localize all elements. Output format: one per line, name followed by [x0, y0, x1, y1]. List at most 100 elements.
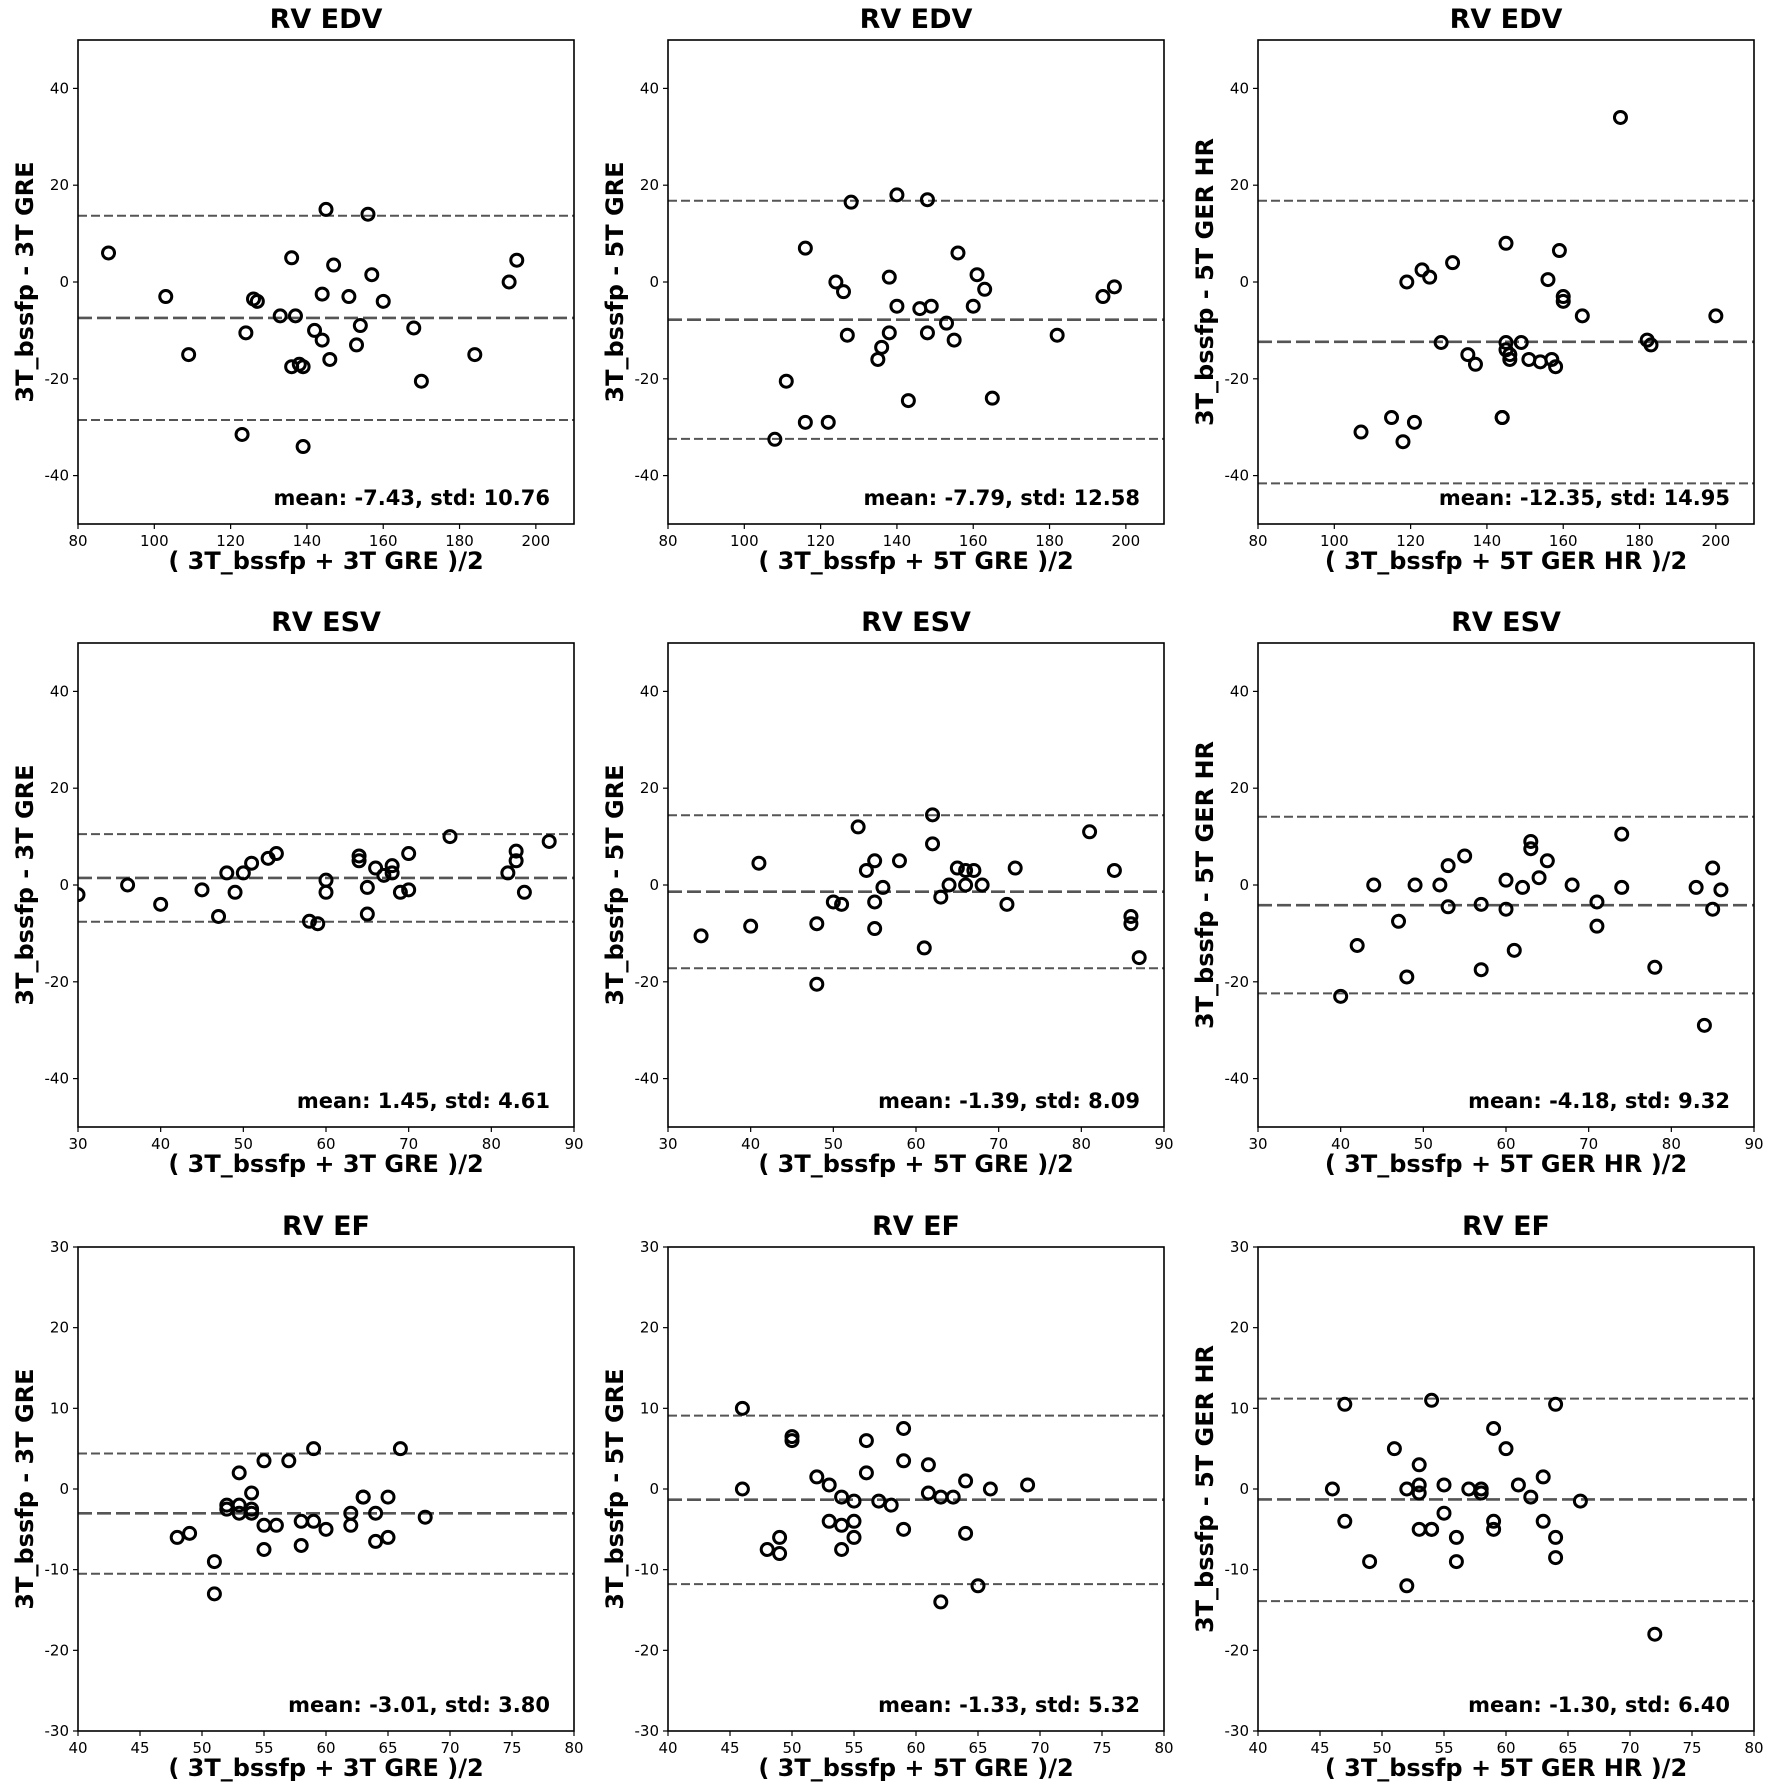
y-tick-label: -10 — [1225, 1561, 1250, 1579]
data-point — [1349, 938, 1365, 953]
data-point — [206, 1554, 222, 1570]
x-tick-label: 80 — [1744, 1739, 1763, 1757]
data-point — [820, 414, 836, 430]
x-axis-label: ( 3T_bssfp + 3T GRE )/2 — [168, 1754, 483, 1782]
data-point — [839, 327, 855, 343]
data-point — [1333, 988, 1349, 1004]
data-point — [244, 855, 260, 871]
data-points — [1353, 109, 1724, 450]
x-tick-label: 60 — [316, 1135, 335, 1153]
data-point — [1411, 1457, 1427, 1473]
x-axis-label: ( 3T_bssfp + 5T GER HR )/2 — [1325, 1150, 1687, 1178]
data-point — [509, 252, 525, 268]
data-point — [933, 889, 949, 905]
data-point — [169, 1529, 185, 1545]
data-point — [784, 1433, 800, 1449]
mean-std-annotation: mean: -1.39, std: 8.09 — [878, 1089, 1140, 1113]
data-point — [249, 293, 265, 309]
data-point — [1049, 327, 1065, 343]
plot-frame — [77, 39, 575, 525]
data-point — [734, 1400, 750, 1416]
x-tick-label: 75 — [502, 1739, 521, 1757]
data-point — [1366, 877, 1382, 893]
reference-lines — [78, 1452, 574, 1575]
x-tick-label: 50 — [824, 1135, 843, 1153]
data-points — [1333, 826, 1729, 1033]
x-tick-label: 80 — [1248, 532, 1267, 550]
data-point — [1540, 272, 1556, 288]
data-point — [1523, 833, 1539, 849]
data-point — [846, 1493, 862, 1509]
x-tick-label: 200 — [1112, 532, 1141, 550]
data-point — [231, 1497, 247, 1513]
data-point — [772, 1546, 788, 1562]
x-tick-label: 40 — [741, 1135, 760, 1153]
data-point — [977, 281, 993, 297]
data-point — [219, 865, 235, 881]
data-point — [508, 843, 524, 859]
data-point — [244, 1485, 260, 1501]
data-point — [1082, 824, 1098, 840]
data-point — [1555, 289, 1571, 305]
y-tick-label: -40 — [1225, 1070, 1250, 1088]
data-point — [326, 257, 342, 273]
data-point — [1548, 1396, 1564, 1412]
data-point — [1007, 860, 1023, 876]
data-point — [836, 284, 852, 300]
data-point — [306, 1513, 322, 1529]
data-point — [1473, 962, 1489, 978]
x-tick-label: 90 — [564, 1135, 583, 1153]
data-point — [234, 426, 250, 442]
data-point — [281, 1453, 297, 1469]
data-point — [1432, 877, 1448, 893]
mean-std-annotation: mean: -7.43, std: 10.76 — [274, 486, 550, 510]
data-point — [1531, 870, 1547, 886]
data-point — [828, 274, 844, 290]
data-point — [734, 1481, 750, 1497]
data-point — [1106, 862, 1122, 878]
data-point — [1440, 899, 1456, 915]
data-point — [846, 1529, 862, 1545]
panel-title: RV ESV — [861, 607, 971, 638]
panel-4: RV ESV 30 40 50 60 70 80 90 -40 -20 0 20 40 mean: 1.4… — [11, 607, 584, 1178]
data-point — [958, 1473, 974, 1489]
data-point — [834, 1542, 850, 1557]
y-tick-label: -30 — [45, 1722, 70, 1740]
x-tick-label: 120 — [806, 532, 835, 550]
data-point — [875, 879, 891, 895]
data-point — [919, 192, 935, 208]
panel-8: RV EF 40 45 50 55 60 65 70 75 80 -30 -20 -10 0 10 20 30 m… — [601, 1211, 1174, 1782]
x-tick-label: 80 — [1154, 1739, 1173, 1757]
data-point — [821, 1513, 837, 1529]
y-tick-label: 0 — [59, 876, 69, 894]
x-tick-label: 50 — [1414, 1135, 1433, 1153]
data-point — [256, 1542, 272, 1557]
data-point — [970, 1578, 986, 1594]
y-tick-label: -20 — [45, 370, 70, 388]
data-point — [1548, 1529, 1564, 1545]
data-point — [1473, 896, 1489, 912]
data-point — [1461, 1481, 1477, 1497]
y-tick-label: -30 — [635, 1722, 660, 1740]
data-point — [1411, 1477, 1427, 1493]
data-point — [1708, 308, 1724, 324]
data-points — [169, 1441, 433, 1602]
y-tick-label: 20 — [1230, 779, 1249, 797]
x-axis-label: ( 3T_bssfp + 5T GER HR )/2 — [1325, 1754, 1687, 1782]
data-point — [310, 916, 326, 932]
panel-title: RV EDV — [270, 4, 383, 35]
data-point — [896, 1521, 912, 1537]
data-point — [120, 877, 136, 893]
data-point — [871, 1493, 887, 1509]
data-point — [1337, 1396, 1353, 1412]
y-tick-label: 40 — [640, 682, 659, 700]
data-point — [244, 1505, 260, 1521]
data-point — [939, 315, 955, 331]
reference-lines — [668, 199, 1164, 440]
data-point — [1612, 109, 1628, 125]
data-point — [1589, 894, 1605, 910]
data-point — [516, 884, 532, 900]
y-tick-label: 0 — [1239, 876, 1249, 894]
data-point — [1614, 826, 1630, 842]
data-point — [1131, 950, 1147, 966]
